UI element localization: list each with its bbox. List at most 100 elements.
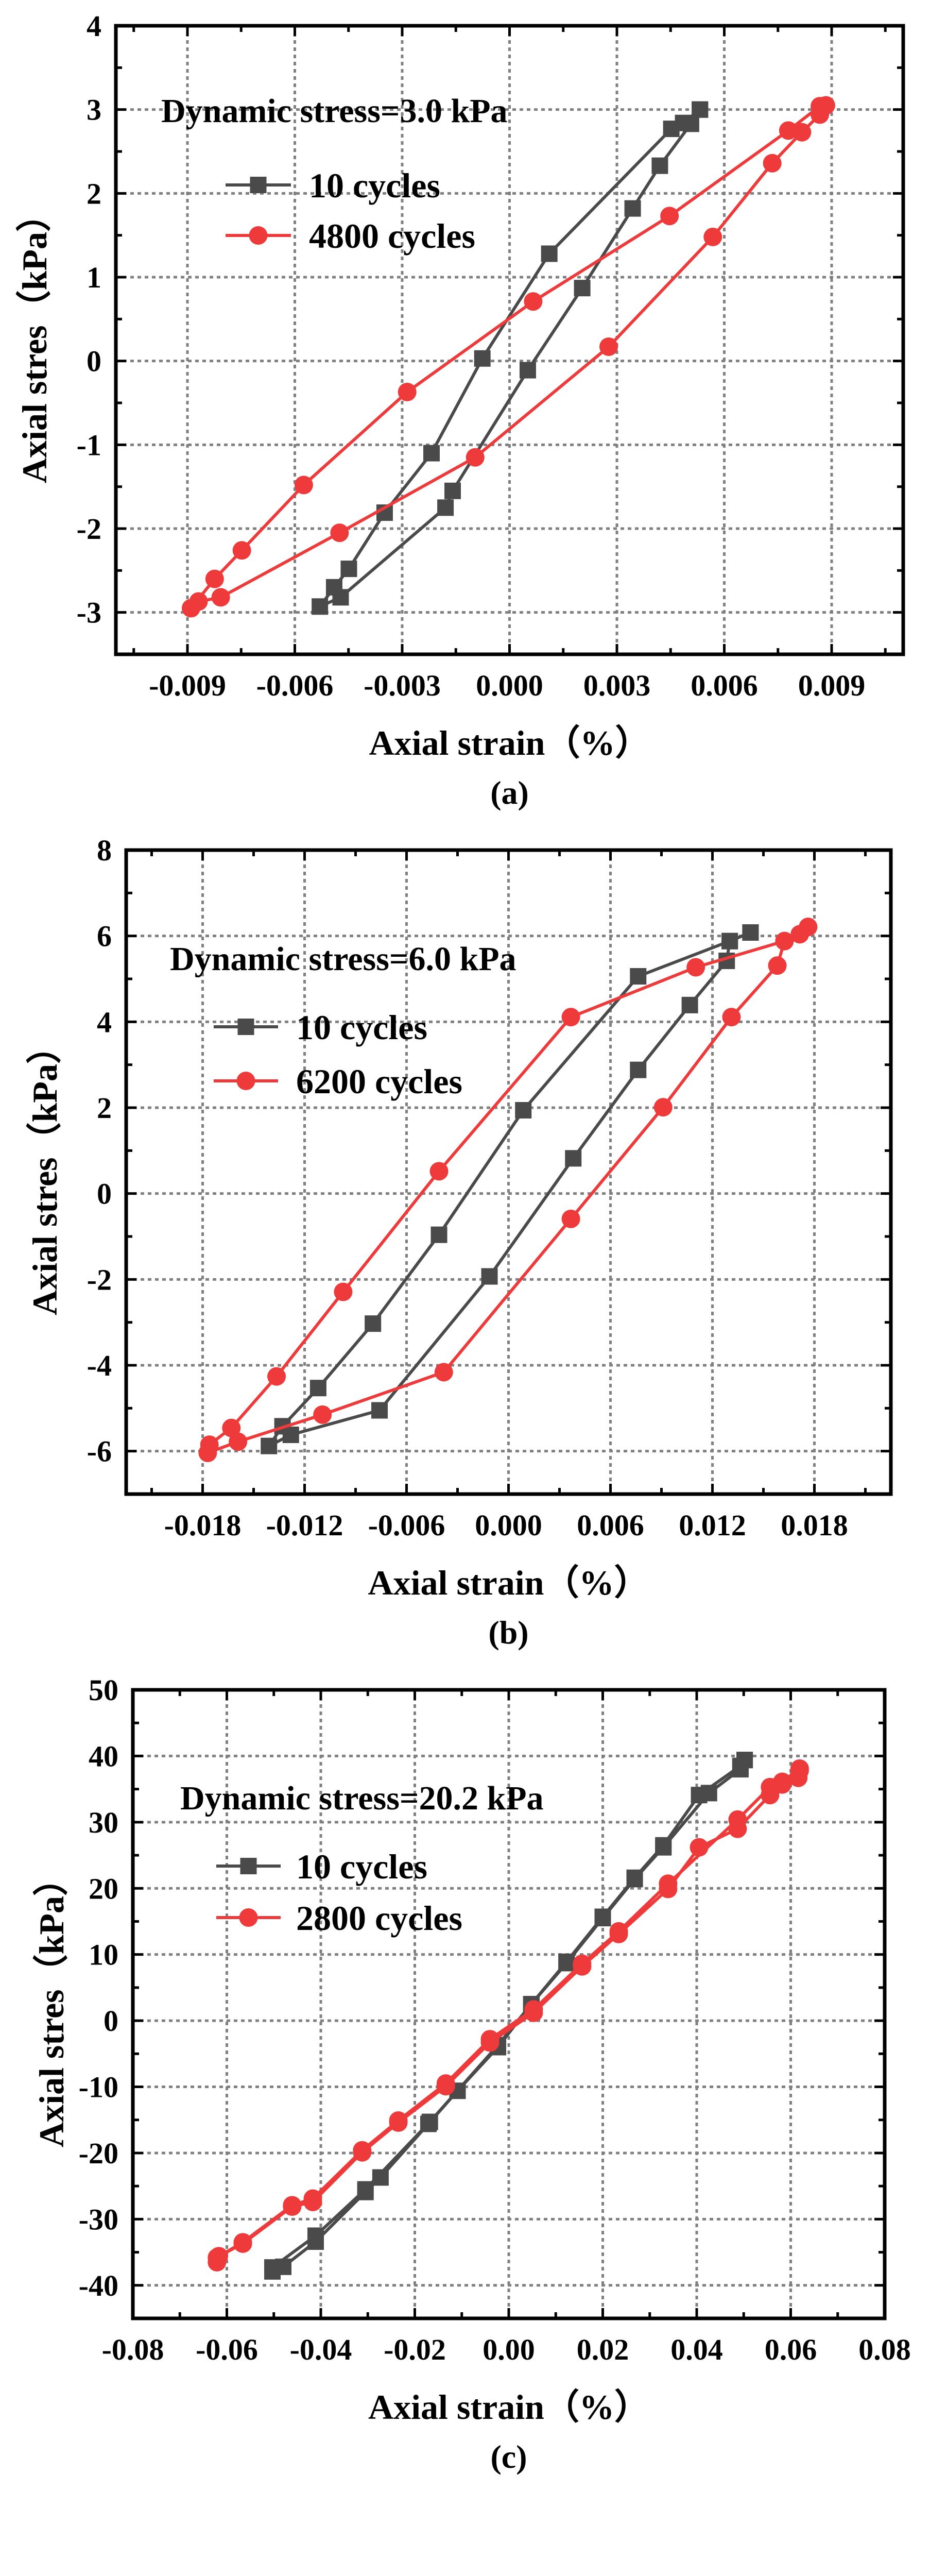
data-point-square <box>626 1869 643 1886</box>
data-point-circle <box>773 1772 792 1791</box>
x-tick-label: 0.003 <box>583 669 651 702</box>
data-point-circle <box>811 97 830 116</box>
data-point-circle <box>775 931 794 951</box>
data-point-square <box>541 245 558 262</box>
y-tick-label: 2 <box>87 177 101 210</box>
data-point-circle <box>229 1432 248 1451</box>
data-point-circle <box>686 958 705 977</box>
data-point-circle <box>660 207 679 226</box>
data-point-circle <box>200 1435 219 1454</box>
data-point-square <box>565 1150 582 1167</box>
legend-label: 4800 cycles <box>309 216 475 256</box>
data-point-square <box>558 1953 575 1970</box>
y-axis-title: Axial stres（kPa） <box>25 1029 64 1315</box>
data-point-circle <box>790 1759 809 1778</box>
data-point-square <box>519 362 536 379</box>
data-point-square <box>261 1437 278 1454</box>
data-point-circle <box>573 1954 592 1973</box>
x-tick-label: -0.018 <box>164 1509 242 1542</box>
x-axis-title: Axial strain（%） <box>369 723 650 762</box>
x-tick-label: -0.02 <box>384 2333 446 2366</box>
data-point-square <box>675 114 692 131</box>
y-tick-label: 40 <box>89 1739 118 1773</box>
panel-label: (c) <box>490 2438 527 2475</box>
data-point-circle <box>330 523 349 543</box>
y-tick-label: -1 <box>77 428 101 462</box>
data-point-circle <box>222 1418 241 1437</box>
y-tick-label: -40 <box>79 2269 118 2302</box>
data-point-square <box>340 561 357 578</box>
y-tick-label: -20 <box>79 2137 118 2170</box>
x-tick-label: -0.009 <box>149 669 226 702</box>
data-point-square <box>481 1268 498 1285</box>
y-tick-label: 50 <box>89 1673 118 1707</box>
data-point-circle <box>690 1838 709 1857</box>
x-tick-label: -0.003 <box>364 669 441 702</box>
data-point-circle <box>267 1367 286 1386</box>
data-point-circle <box>283 2196 302 2215</box>
x-tick-label: 0.006 <box>691 669 758 702</box>
data-point-square <box>365 1315 382 1332</box>
data-point-circle <box>480 2030 500 2049</box>
y-tick-label: 0 <box>104 2004 118 2038</box>
data-point-circle <box>313 1405 332 1424</box>
legend-label: 10 cycles <box>296 1847 427 1886</box>
y-tick-label: 4 <box>87 9 101 43</box>
figure: -0.009 -0.006 -0.003 0.000 0.003 0.006 0.009-3… <box>15 9 911 2475</box>
data-point-square <box>372 2169 389 2186</box>
x-tick-label: 0.08 <box>858 2333 911 2366</box>
data-point-circle <box>181 599 200 618</box>
y-tick-label: 30 <box>89 1806 118 1839</box>
data-point-square <box>721 933 738 950</box>
legend-marker-circle <box>236 1072 255 1090</box>
data-point-square <box>624 200 641 217</box>
data-point-circle <box>398 382 417 401</box>
x-tick-label: 0.018 <box>781 1509 848 1542</box>
data-point-circle <box>653 1098 673 1117</box>
y-tick-label: 8 <box>97 834 112 867</box>
y-tick-label: -3 <box>77 596 101 630</box>
data-point-circle <box>334 1282 353 1301</box>
y-tick-label: 0 <box>97 1177 112 1211</box>
data-point-square <box>312 598 329 615</box>
legend-label: 10 cycles <box>309 166 440 205</box>
data-point-square <box>515 1102 532 1118</box>
legend-label: 2800 cycles <box>296 1899 462 1938</box>
data-point-square <box>437 499 454 516</box>
y-tick-label: 4 <box>97 1005 112 1039</box>
data-point-circle <box>434 1363 453 1382</box>
data-point-square <box>655 1837 672 1854</box>
data-point-square <box>691 1787 708 1804</box>
legend-marker-square <box>237 1019 254 1035</box>
data-point-square <box>444 482 461 499</box>
y-tick-label: -30 <box>79 2202 118 2236</box>
data-point-square <box>474 350 491 367</box>
legend-marker-circle <box>239 1908 258 1927</box>
data-point-circle <box>728 1810 747 1829</box>
x-tick-label: -0.006 <box>368 1509 445 1542</box>
y-tick-label: -4 <box>87 1349 112 1382</box>
data-point-square <box>325 579 342 596</box>
y-axis-title: Axial stres（kPa） <box>32 1861 71 2147</box>
data-point-circle <box>211 588 230 607</box>
data-point-circle <box>722 1008 741 1027</box>
data-point-circle <box>793 123 812 142</box>
data-point-circle <box>763 154 782 173</box>
legend-label: 6200 cycles <box>296 1062 462 1101</box>
y-tick-label: -10 <box>79 2071 118 2104</box>
data-point-square <box>630 1061 647 1078</box>
y-tick-label: 2 <box>97 1091 112 1125</box>
chart-panel-b: -0.018 -0.012 -0.006 0.000 0.006 0.012 0.018 -6… <box>25 834 893 1651</box>
data-point-square <box>264 2259 281 2276</box>
x-axis-title: Axial strain（%） <box>368 2387 649 2427</box>
data-point-square <box>594 1908 611 1925</box>
data-point-square <box>574 280 591 297</box>
data-point-circle <box>303 2189 322 2208</box>
y-tick-label: 1 <box>87 261 101 294</box>
data-point-square <box>692 101 709 118</box>
data-point-square <box>423 445 440 462</box>
data-point-circle <box>609 1922 628 1941</box>
annotation-dynamic-stress: Dynamic stress=3.0 kPa <box>161 92 508 130</box>
x-tick-label: 0.012 <box>679 1509 746 1542</box>
data-point-square <box>630 968 647 985</box>
